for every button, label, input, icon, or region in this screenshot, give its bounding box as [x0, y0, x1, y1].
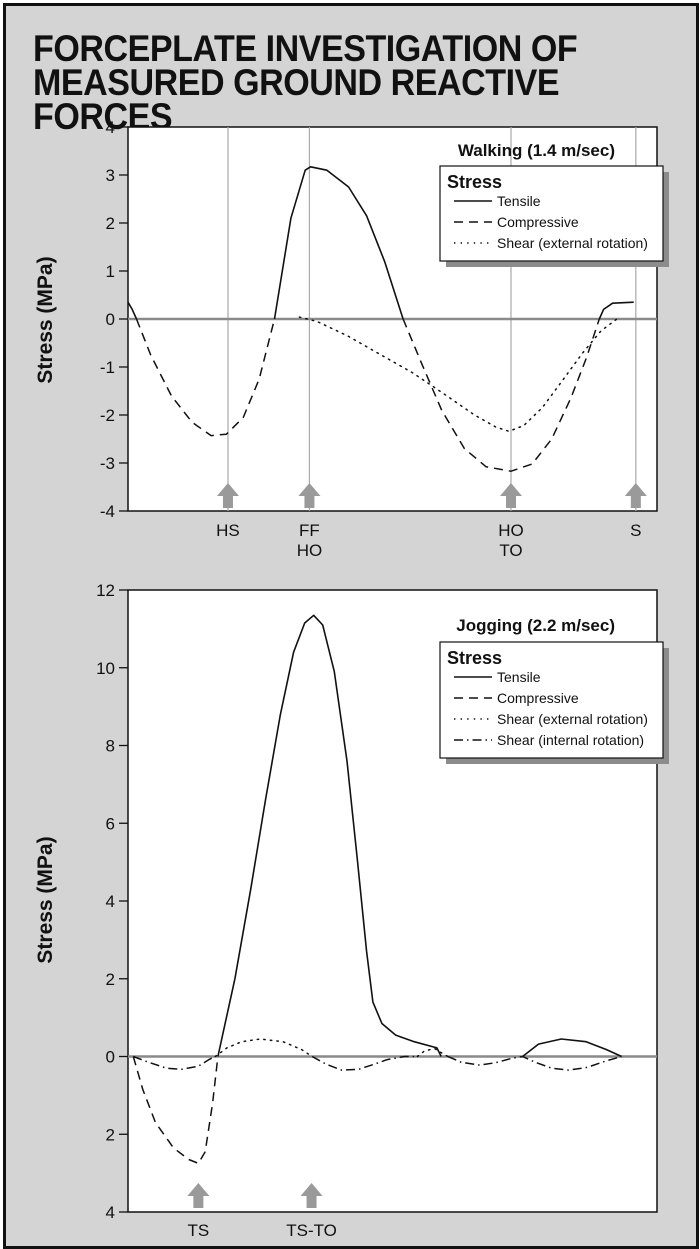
y-tick-label: -4	[100, 502, 115, 521]
event-arrow	[216, 483, 239, 508]
y-tick-label: 1	[106, 262, 115, 281]
y-tick-label: 2	[106, 970, 115, 989]
title-line-1: FORCEPLATE INVESTIGATION OF	[33, 28, 578, 69]
y-tick-label: 4	[106, 1203, 115, 1222]
y-axis-label: Stress (MPa)	[34, 836, 57, 963]
series-dashed-line	[132, 1056, 219, 1165]
event-label: HO	[297, 541, 323, 560]
legend-box	[439, 641, 664, 759]
legend-entry-label: Compressive	[497, 690, 579, 706]
series-dotted-line	[214, 1038, 313, 1058]
series-solid-line	[522, 1038, 622, 1058]
chart-title: Walking (1.4 m/sec)	[458, 141, 615, 160]
event-label: HS	[216, 521, 240, 540]
y-tick-label: 8	[106, 737, 115, 756]
legend-box	[439, 165, 664, 262]
y-tick-label: 4	[106, 892, 115, 911]
event-label: S	[630, 521, 641, 540]
y-tick-label: 2	[106, 214, 115, 233]
y-tick-label: 3	[106, 166, 115, 185]
y-tick-label: -1	[100, 358, 115, 377]
series-dashed-line	[402, 318, 601, 472]
series-dashed-line	[135, 318, 276, 437]
series-solid-line	[127, 301, 138, 320]
event-arrow	[187, 1183, 210, 1208]
y-axis-label: Stress (MPa)	[34, 256, 57, 383]
chart-2: 12 10 8 6 4 2 0 2 4 Stress (MPa) TS TS-TO Jogging (2…	[34, 581, 669, 1240]
event-arrow	[624, 483, 647, 508]
title-line-2: MEASURED GROUND REACTIVE FORCES	[33, 62, 560, 137]
event-label: TO	[499, 541, 522, 560]
event-label: TS-TO	[286, 1221, 337, 1240]
series-solid-line	[598, 301, 634, 320]
legend-title: Stress	[447, 172, 502, 192]
y-tick-label: 0	[106, 310, 115, 329]
series-dotted-line	[298, 316, 618, 433]
chart-title: Jogging (2.2 m/sec)	[456, 616, 615, 635]
series-solid-line	[217, 614, 442, 1057]
legend-entry-label: Compressive	[497, 214, 579, 230]
legend-title: Stress	[447, 648, 502, 668]
event-arrow	[298, 483, 321, 508]
event-label: HO	[498, 521, 524, 540]
legend-entry-label: Tensile	[497, 193, 541, 209]
series-solid-line	[273, 166, 404, 320]
figure-title: FORCEPLATE INVESTIGATION OF MEASURED GRO…	[33, 30, 647, 137]
legend-entry-label: Shear (external rotation)	[497, 711, 648, 727]
event-label: FF	[299, 521, 320, 540]
legend-entry-label: Tensile	[497, 669, 541, 685]
series-dashdot-line	[311, 1055, 418, 1071]
legend-entry-label: Shear (internal rotation)	[497, 732, 644, 748]
y-tick-label: 12	[96, 581, 115, 600]
y-tick-label: 10	[96, 659, 115, 678]
y-tick-label: 2	[106, 1125, 115, 1144]
y-tick-label: -3	[100, 454, 115, 473]
y-tick-label: -2	[100, 406, 115, 425]
y-tick-label: 4	[106, 118, 115, 137]
y-tick-label: 6	[106, 814, 115, 833]
event-arrow	[300, 1183, 323, 1208]
series-dashdot-line	[133, 1055, 216, 1071]
y-tick-label: 0	[106, 1048, 115, 1067]
event-arrow	[499, 483, 522, 508]
legend-entry-label: Shear (external rotation)	[497, 235, 648, 251]
event-label: TS	[187, 1221, 209, 1240]
series-dotted-line	[416, 1047, 449, 1058]
